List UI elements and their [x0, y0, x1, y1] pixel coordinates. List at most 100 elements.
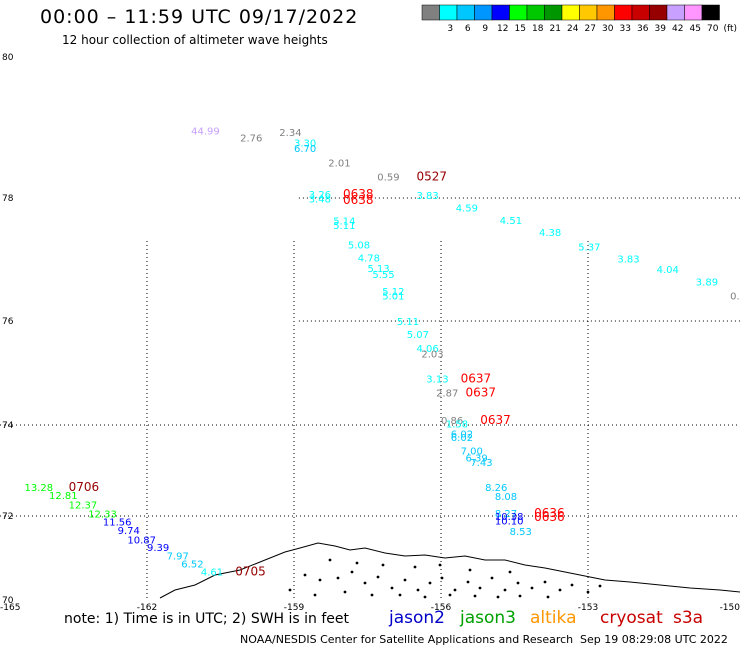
- wave-height-label: 2.01: [328, 158, 350, 169]
- legend-label: 70: [707, 24, 719, 34]
- lake-dot: [598, 584, 602, 588]
- time-label: 0637: [466, 385, 497, 399]
- coastline-path: [159, 542, 740, 599]
- legend-label: 3: [447, 24, 453, 34]
- alaska-coastline: [159, 542, 740, 599]
- lake-dot: [428, 581, 432, 585]
- satellite-jason3: jason3: [460, 608, 516, 628]
- time-label: 0636: [534, 506, 565, 520]
- lake-dot: [466, 580, 470, 584]
- wave-height-label: 3.26: [309, 190, 331, 201]
- wave-height-observations: 44.99 2.76 2.343.306.70 2.01 0.59 0527 3.83 4.5…: [25, 127, 740, 579]
- lake-dot: [518, 594, 522, 598]
- wave-height-label: 12.37: [69, 500, 98, 511]
- lake-dot: [473, 594, 477, 598]
- wave-height-label: 5.37: [578, 242, 600, 253]
- wave-height-label: 0.86: [441, 416, 463, 427]
- wave-height-label: 8.27: [495, 509, 517, 520]
- wave-height-label: 4.78: [358, 253, 380, 264]
- wave-height-label: 5.08: [348, 240, 370, 251]
- map-subtitle: 12 hour collection of altimeter wave hei…: [62, 33, 328, 47]
- time-label: 0527: [417, 169, 448, 183]
- legend-label: 21: [550, 24, 561, 34]
- lake-dot: [336, 576, 340, 580]
- wave-height-label: 5.07: [407, 330, 429, 341]
- lake-dot: [318, 578, 322, 582]
- lake-dot: [328, 558, 332, 562]
- legend-label: 39: [655, 24, 667, 34]
- wave-height-label: 4.38: [539, 228, 561, 239]
- satellite-jason2: jason2: [389, 608, 445, 628]
- wave-height-label: 11.56: [103, 518, 132, 529]
- legend-label: 27: [585, 24, 596, 34]
- longitude-label: -153: [578, 603, 598, 613]
- time-label: 0637: [480, 413, 511, 427]
- wave-height-label: 7.43: [470, 458, 492, 469]
- wave-height-label: 6.52: [181, 560, 203, 571]
- footer-note: note: 1) Time is in UTC; 2) SWH is in fe…: [64, 611, 350, 627]
- wave-height-label: 8.08: [495, 492, 517, 503]
- lake-dot: [343, 590, 347, 594]
- time-label: 0705: [235, 565, 266, 579]
- legend-swatch: [596, 4, 615, 21]
- axis-labels: 80 78 76 74 72 70-165 -162 -159 -156 -153 -150: [0, 53, 740, 613]
- map-grid: [0, 197, 740, 600]
- legend-label: 12: [497, 24, 508, 34]
- wave-height-label: 4.59: [456, 204, 478, 215]
- wave-height-label: 12.81: [49, 491, 78, 502]
- longitude-label: -150: [720, 603, 740, 613]
- wave-height-label: 5.13: [368, 264, 390, 275]
- lake-dot: [490, 576, 494, 580]
- legend-swatch: [491, 4, 510, 21]
- legend-swatch: [526, 4, 545, 21]
- lake-dot: [440, 576, 444, 580]
- wave-height-label: 6.02: [451, 429, 473, 440]
- lake-dot: [468, 568, 472, 572]
- wave-height-label: 5.12: [382, 287, 404, 298]
- legend-swatch: [631, 4, 650, 21]
- lake-dot: [363, 581, 367, 585]
- wave-height-label: 5.14: [333, 216, 355, 227]
- wave-height-label: 3.89: [696, 277, 718, 288]
- time-label: 0638: [343, 193, 374, 207]
- wave-height-label: 5.01: [382, 291, 404, 302]
- lake-dot: [570, 583, 574, 587]
- legend-swatch: [649, 4, 668, 21]
- wave-height-label: 8.53: [510, 527, 532, 538]
- latitude-label: 72: [2, 512, 13, 522]
- wave-height-label: 4.51: [500, 216, 522, 227]
- legend-swatch: [439, 4, 458, 21]
- wave-height-label: 4.06: [417, 344, 439, 355]
- lake-dot: [390, 586, 394, 590]
- legend-unit: (ft): [724, 24, 738, 34]
- wave-height-label: 4.61: [201, 568, 223, 579]
- wave-height-label: 9.39: [147, 543, 169, 554]
- lake-dot: [350, 570, 354, 574]
- lake-dot: [413, 565, 417, 569]
- lake-dot: [355, 561, 359, 565]
- legend-label: 42: [672, 24, 683, 34]
- lake-dot: [403, 578, 407, 582]
- wave-height-label: 5.11: [397, 317, 419, 328]
- lake-markers: [288, 558, 602, 599]
- latitude-label: 78: [2, 194, 14, 204]
- time-label: 0637: [461, 371, 492, 385]
- lake-dot: [546, 595, 550, 599]
- lake-dot: [398, 593, 402, 597]
- wave-height-label: 2.87: [436, 388, 458, 399]
- wave-height-label: 6.02: [451, 433, 473, 444]
- lake-dot: [496, 595, 500, 599]
- wave-height-label: 3.48: [309, 194, 331, 205]
- legend-label: 45: [690, 24, 701, 34]
- lake-dot: [543, 580, 547, 584]
- lake-dot: [370, 593, 374, 597]
- wave-height-label: 10.87: [127, 535, 156, 546]
- lake-dot: [503, 588, 507, 592]
- lake-dot: [288, 588, 292, 592]
- lake-dot: [303, 573, 307, 577]
- legend-swatch: [666, 4, 685, 21]
- credits: NOAA/NESDIS Center for Satellite Applica…: [240, 633, 574, 646]
- wave-height-label: 3.83: [417, 191, 439, 202]
- lake-dot: [558, 588, 562, 592]
